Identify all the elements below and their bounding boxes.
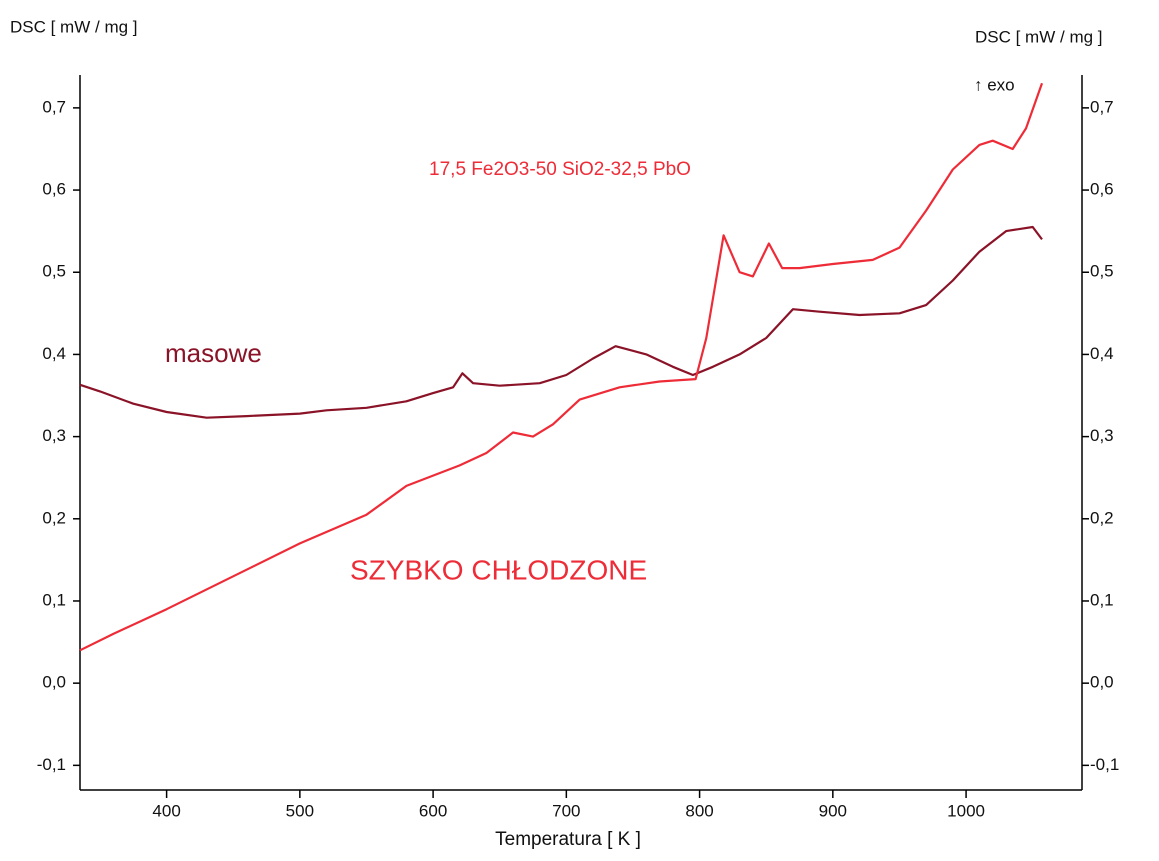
y2-tick-label: 0,4 <box>1090 344 1114 363</box>
y2-tick-label: 0,6 <box>1090 180 1114 199</box>
y2-axis-label: DSC [ mW / mg ] <box>975 27 1103 46</box>
x-tick-label: 700 <box>552 801 580 820</box>
series-label: SZYBKO CHŁODZONE <box>350 554 647 585</box>
x-tick-label: 500 <box>286 801 314 820</box>
y-tick-label: 0,0 <box>42 673 66 692</box>
y2-tick-label: -0,1 <box>1090 755 1119 774</box>
x-axis-label: Temperatura [ K ] <box>495 829 641 850</box>
y-tick-label: 0,4 <box>42 344 66 363</box>
y-axis-label: DSC [ mW / mg ] <box>10 17 138 36</box>
y2-tick-label: 0,7 <box>1090 97 1114 116</box>
annotation: ↑ exo <box>974 75 1015 94</box>
y2-tick-label: 0,2 <box>1090 508 1114 527</box>
y-tick-label: 0,7 <box>42 97 66 116</box>
y2-tick-label: 0,1 <box>1090 590 1114 609</box>
data-line <box>79 82 1044 652</box>
x-tick-label: 600 <box>419 801 447 820</box>
y2-tick-label: 0,3 <box>1090 426 1114 445</box>
y-tick-label: -0,1 <box>37 755 66 774</box>
y-tick-label: 0,5 <box>42 262 66 281</box>
chart-title: 17,5 Fe2O3-50 SiO2-32,5 PbO <box>429 159 691 180</box>
x-tick-label: 1000 <box>947 801 985 820</box>
y-tick-label: 0,3 <box>42 426 66 445</box>
series-label: masowe <box>165 338 262 368</box>
x-tick-label: 900 <box>819 801 847 820</box>
y-tick-label: 0,2 <box>42 508 66 527</box>
y-tick-label: 0,6 <box>42 180 66 199</box>
y2-tick-label: 0,5 <box>1090 262 1114 281</box>
x-tick-label: 800 <box>685 801 713 820</box>
data-line <box>79 225 1043 419</box>
y2-tick-label: 0,0 <box>1090 673 1114 692</box>
y-tick-label: 0,1 <box>42 590 66 609</box>
x-tick-label: 400 <box>152 801 180 820</box>
